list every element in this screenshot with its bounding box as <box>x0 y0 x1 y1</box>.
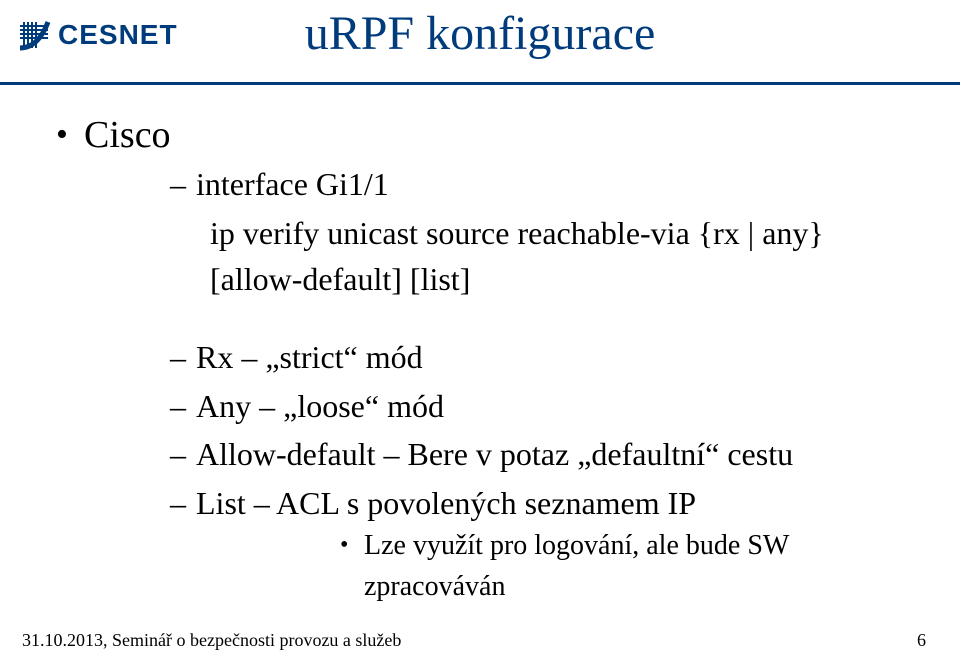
bullet-lze-label: Lze využít pro logování, ale bude SW zpr… <box>364 530 789 602</box>
slide-body: Cisco interface Gi1/1 ip verify unicast … <box>50 110 910 611</box>
list-spacer <box>84 304 910 332</box>
bullet-any-label: Any – „loose“ mód <box>196 388 444 424</box>
bullet-interface-label: interface Gi1/1 <box>196 166 389 202</box>
bullet-list-acl-label: List – ACL s povolených seznamem IP <box>196 485 696 521</box>
bullet-lze: Lze využít pro logování, ale bude SW zpr… <box>196 526 910 607</box>
bullet-cisco-label: Cisco <box>84 114 171 156</box>
bullet-interface: interface Gi1/1 <box>84 161 910 207</box>
bullet-allowdefault-label: Allow-default – Bere v potaz „defaultní“… <box>196 436 793 472</box>
footer-date-text: 31.10.2013, Seminář o bezpečnosti provoz… <box>22 630 401 651</box>
bullet-any: Any – „loose“ mód <box>84 383 910 429</box>
bullet-list-acl: List – ACL s povolených seznamem IP Lze … <box>84 480 910 608</box>
slide: CESNET uRPF konfigurace Cisco interface … <box>0 0 960 669</box>
bullet-cisco: Cisco interface Gi1/1 ip verify unicast … <box>50 110 910 607</box>
slide-title: uRPF konfigurace <box>0 6 960 61</box>
bullet-ipverify-label: ip verify unicast source reachable-via {… <box>210 215 824 297</box>
title-divider <box>0 82 960 85</box>
bullet-ipverify: ip verify unicast source reachable-via {… <box>84 210 910 303</box>
page-number: 6 <box>917 630 926 651</box>
bullet-rx: Rx – „strict“ mód <box>84 334 910 380</box>
bullet-rx-label: Rx – „strict“ mód <box>196 339 423 375</box>
bullet-allowdefault: Allow-default – Bere v potaz „defaultní“… <box>84 431 910 477</box>
